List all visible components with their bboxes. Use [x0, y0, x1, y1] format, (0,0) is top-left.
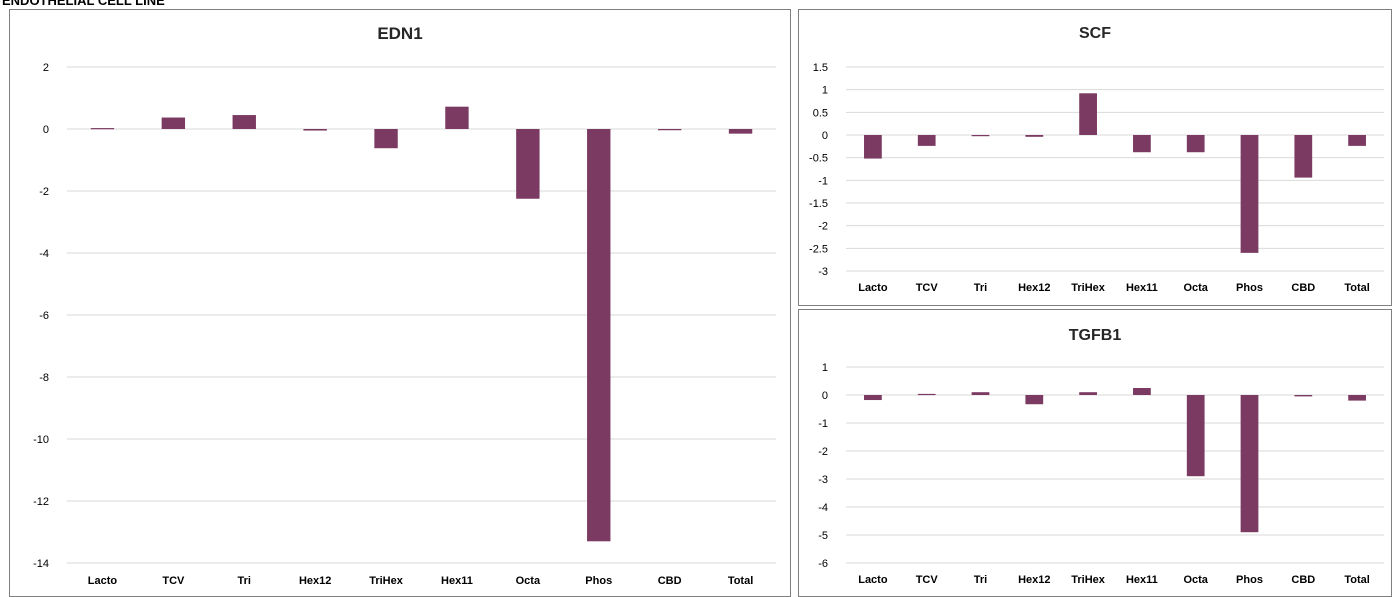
- chart-title: EDN1: [377, 24, 422, 43]
- chart-edn1: EDN1 2 0 -2 -4 -6 -8 -10 -12 -14 Lacto TCV Tri Hex12 T…: [9, 9, 791, 597]
- bar-total: [1348, 135, 1366, 146]
- bar-octa: [1186, 135, 1205, 153]
- bar-lacto: [864, 395, 882, 401]
- bar-hex12: [1025, 135, 1044, 137]
- x-category-label: Hex11: [1126, 282, 1158, 294]
- chart-svg: EDN1 2 0 -2 -4 -6 -8 -10 -12 -14 Lacto TCV Tri Hex12 T…: [33, 24, 776, 587]
- y-tick-label: -14: [33, 558, 49, 570]
- y-tick-label: 0.5: [813, 107, 828, 119]
- y-tick-label: -3: [818, 474, 828, 486]
- y-tick-label: 2: [43, 62, 49, 74]
- x-category-label: TCV: [162, 575, 185, 587]
- y-tick-label: -12: [33, 496, 49, 508]
- bar-tcv: [917, 393, 936, 396]
- bar-trihex: [374, 129, 398, 149]
- bar-total: [1348, 395, 1366, 401]
- y-tick-label: -4: [818, 502, 828, 514]
- chart-svg: TGFB1 1 0 -1 -2 -3 -4 -5 -6 Lacto TCV Tri Hex12 TriHe…: [818, 327, 1384, 586]
- x-category-label: TriHex: [369, 575, 404, 587]
- y-tick-label: -2: [818, 446, 828, 458]
- y-tick-label: -1: [818, 418, 828, 430]
- x-category-label: TriHex: [1071, 282, 1106, 294]
- bar-hex11: [445, 106, 469, 129]
- bar-lacto: [90, 128, 115, 130]
- bar-phos: [587, 129, 611, 542]
- y-tick-label: 0: [822, 130, 828, 142]
- x-category-label: Lacto: [858, 574, 888, 586]
- bar-cbd: [657, 129, 682, 131]
- y-tick-label: -2.5: [809, 243, 828, 255]
- bar-octa: [1186, 395, 1205, 477]
- y-tick-label: -4: [39, 248, 49, 260]
- x-category-label: CBD: [1291, 282, 1315, 294]
- y-tick-label: -2: [818, 221, 828, 233]
- bar-phos: [1240, 395, 1259, 533]
- x-category-label: Hex11: [1126, 574, 1158, 586]
- bar-tri: [971, 135, 990, 137]
- y-tick-label: 1: [822, 362, 828, 374]
- chart-title: SCF: [1079, 25, 1111, 42]
- y-tick-label: -8: [39, 372, 49, 384]
- x-category-label: Lacto: [88, 575, 118, 587]
- bar-hex12: [1025, 395, 1044, 405]
- x-category-label: Total: [1344, 574, 1369, 586]
- chart-scf: SCF 1.5 1 0.5 0 -0.5 -1 -1.5 -2 -2.5 -3 Lacto TCV Tri…: [798, 9, 1392, 306]
- x-category-label: Octa: [1183, 282, 1208, 294]
- bar-tcv: [161, 117, 186, 129]
- x-category-label: Hex12: [1018, 574, 1050, 586]
- x-category-label: Octa: [516, 575, 541, 587]
- x-category-label: Octa: [1183, 574, 1208, 586]
- y-tick-label: 1.5: [813, 62, 828, 74]
- x-category-label: TCV: [916, 282, 939, 294]
- y-tick-label: -2: [39, 186, 49, 198]
- x-category-label: Tri: [974, 282, 987, 294]
- x-category-label: Phos: [1236, 574, 1263, 586]
- y-tick-label: -1.5: [809, 198, 828, 210]
- x-category-label: Total: [728, 575, 753, 587]
- x-category-label: Phos: [1236, 282, 1263, 294]
- x-category-label: TriHex: [1071, 574, 1106, 586]
- bar-trihex: [1079, 93, 1097, 135]
- y-tick-label: 0: [43, 124, 49, 136]
- y-tick-label: 1: [822, 85, 828, 97]
- x-category-label: CBD: [1291, 574, 1315, 586]
- y-tick-label: -6: [39, 310, 49, 322]
- x-category-label: TCV: [916, 574, 939, 586]
- bar-cbd: [1294, 395, 1313, 397]
- x-category-label: Hex12: [299, 575, 331, 587]
- chart-title: TGFB1: [1069, 327, 1122, 344]
- x-category-label: Hex12: [1018, 282, 1050, 294]
- x-category-label: Lacto: [858, 282, 888, 294]
- bar-cbd: [1294, 135, 1313, 178]
- x-category-label: CBD: [658, 575, 682, 587]
- bar-octa: [516, 129, 540, 199]
- x-category-label: Tri: [974, 574, 987, 586]
- y-tick-label: -6: [818, 558, 828, 570]
- bar-total: [728, 129, 753, 134]
- y-tick-label: -3: [818, 266, 828, 278]
- y-tick-label: -10: [33, 434, 49, 446]
- page-header: ENDOTHELIAL CELL LINE: [2, 0, 165, 8]
- y-tick-label: -0.5: [809, 153, 828, 165]
- bar-trihex: [1079, 392, 1097, 395]
- y-tick-label: 0: [822, 390, 828, 402]
- chart-tgfb1: TGFB1 1 0 -1 -2 -3 -4 -5 -6 Lacto TCV Tri Hex12 TriHe…: [798, 309, 1392, 597]
- bar-hex11: [1133, 135, 1151, 153]
- bar-tcv: [917, 135, 936, 146]
- bar-tri: [232, 115, 256, 129]
- bar-phos: [1240, 135, 1259, 253]
- bar-hex11: [1133, 388, 1151, 395]
- chart-svg: SCF 1.5 1 0.5 0 -0.5 -1 -1.5 -2 -2.5 -3 Lacto TCV Tri…: [809, 25, 1384, 294]
- x-category-label: Total: [1344, 282, 1369, 294]
- bar-hex12: [303, 129, 327, 131]
- bar-lacto: [864, 135, 882, 159]
- y-tick-label: -5: [818, 530, 828, 542]
- bar-tri: [971, 392, 990, 395]
- y-tick-label: -1: [818, 175, 828, 187]
- x-category-label: Tri: [238, 575, 251, 587]
- x-category-label: Phos: [585, 575, 612, 587]
- x-category-label: Hex11: [441, 575, 473, 587]
